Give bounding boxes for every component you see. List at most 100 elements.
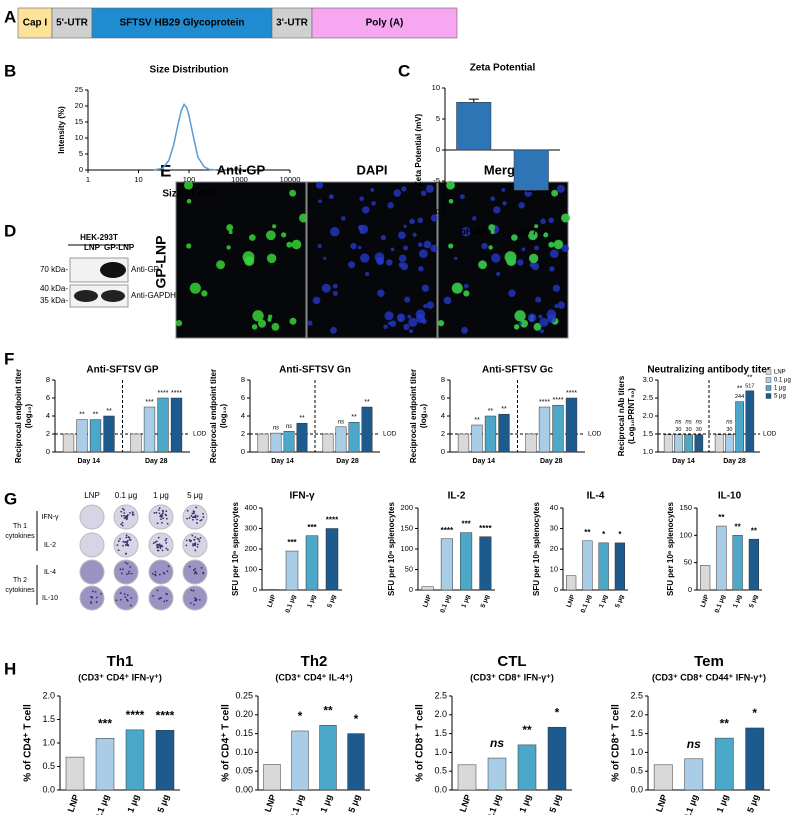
significance: *** [307,523,317,532]
bar [460,532,473,591]
nucleus [502,201,507,206]
nucleus [403,224,407,228]
bar [484,415,497,453]
spot [156,589,159,592]
gp-signal [257,319,267,328]
nucleus [348,261,356,269]
y-axis-label: Reciprocal nAb titers [617,375,626,456]
y-axis-label: (log₁₀) [419,404,428,429]
titer-label: 30 [696,427,702,433]
significance: **** [126,708,145,722]
significance: ** [299,415,305,422]
y-tick-label: 6 [241,393,245,402]
y-tick-label: 200 [400,503,413,512]
well-column: 0.1 μg [115,491,137,500]
bar [457,433,470,453]
bar [598,542,609,591]
gp-signal [448,243,454,249]
x-tick-label: LNP [566,593,577,608]
spot [121,507,124,510]
bar [170,397,183,453]
nucleus [357,224,364,231]
spot [156,549,159,552]
y-tick-label: 0.05 [235,766,253,776]
significance: * [555,705,560,719]
x-tick-label: Day 28 [145,458,168,465]
nucleus [360,230,364,234]
spot [159,547,162,549]
y-axis-label: (log₁₀) [219,404,228,429]
bar [725,434,734,453]
y-tick-label: 50 [684,558,692,567]
chart-title: CTL [497,653,526,670]
x-tick-label: 10000 [280,175,301,184]
spot [128,538,131,541]
chart-subtitle: (CD3⁺ CD8⁺ IFN-γ⁺) [470,672,554,682]
spot [186,517,188,520]
spot [156,544,159,547]
nucleus [418,266,424,272]
significance: *** [145,399,153,406]
marker: 35 kDa- [40,296,68,305]
spot [194,571,197,574]
x-tick-label: 0.1 μg [682,793,700,815]
x-tick-label: 1 [86,175,90,184]
nucleus [490,196,496,202]
chart-title: Th1 [107,653,134,670]
well-group: Th 1 [13,523,27,530]
gp-signal [267,317,272,322]
spot [119,598,122,601]
y-axis-label: % of CD8⁺ T cell [415,704,426,782]
nucleus [360,253,370,263]
panel-label: G [4,489,17,508]
spot [155,511,158,514]
panel-label: D [4,221,16,240]
construct-label: Cap I [23,18,48,29]
gp-signal [446,180,455,190]
bar [748,538,759,591]
spot [119,537,121,540]
y-tick-label: 20 [550,544,558,553]
nucleus [539,329,545,334]
spot [167,565,170,568]
spot [126,562,129,565]
chart-title: Size Distribution [150,65,229,76]
spot [196,522,198,524]
nucleus [548,217,555,224]
significance: * [618,530,622,539]
significance: ns [338,419,344,425]
y-tick-label: 10 [432,83,440,92]
gp-signal [488,245,493,250]
y-tick-label: 150 [400,523,413,532]
y-axis-label: % of CD4⁺ T cell [23,704,34,782]
spot [126,599,129,602]
spot [161,545,164,548]
spot [91,590,94,593]
bar [684,758,704,791]
gp-signal [478,260,488,270]
spot [121,568,124,571]
spot [195,599,198,602]
x-tick-label: 0.1 μg [284,594,297,614]
well-group: Th 2 [13,577,27,584]
nucleus [556,184,565,193]
significance: ns [687,737,701,751]
x-tick-label: Day 28 [336,458,359,465]
chart-title: IL-4 [587,491,605,502]
bar [348,422,360,453]
panel-label: H [4,659,16,678]
significance: ** [474,417,480,424]
nucleus [397,231,406,240]
x-tick-label: Day 14 [472,458,495,465]
nucleus [387,202,394,209]
significance: ** [323,703,333,717]
spot [120,515,123,517]
y-axis-label: SFU per 10⁶ splenocytes [532,501,541,595]
spot [124,561,127,564]
gp-signal [281,232,287,238]
antibody: Anti-GP [131,265,159,274]
bar [347,733,365,791]
lod-label: LOD [588,431,602,438]
lane-label: LNP [84,243,101,252]
x-tick-label: 5 μg [748,594,759,609]
